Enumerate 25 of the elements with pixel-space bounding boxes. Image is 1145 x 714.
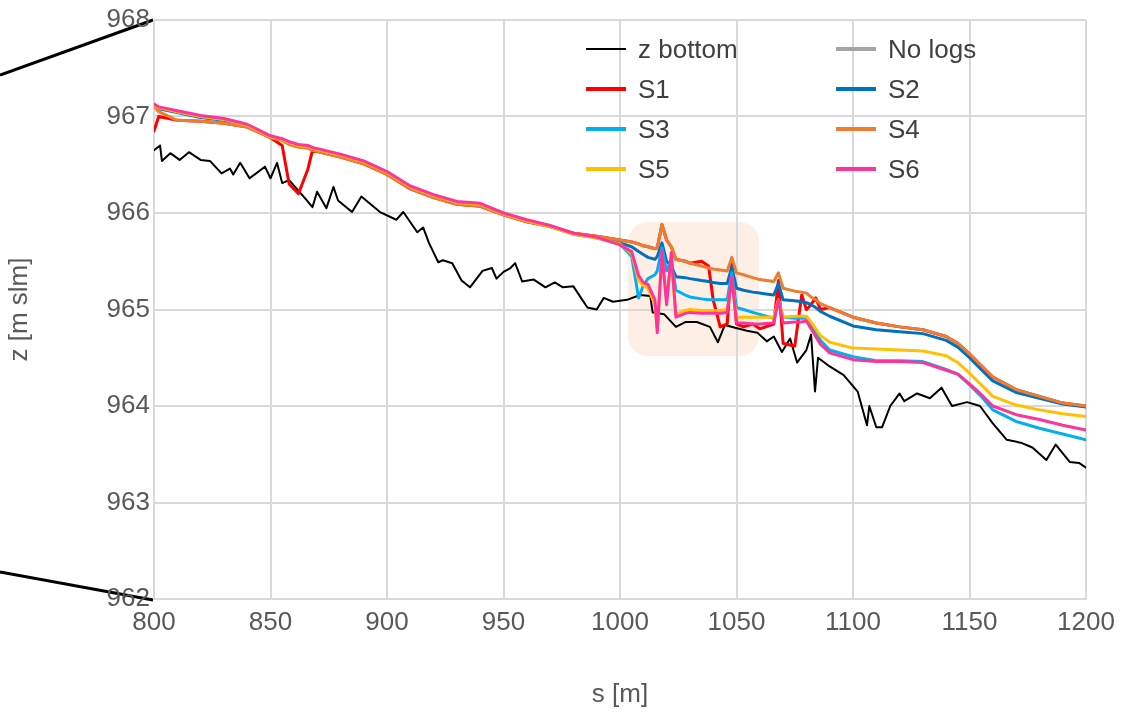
x-tick-label: 1000 [591, 605, 649, 636]
x-tick-label: 1200 [1057, 605, 1115, 636]
y-tick-label: 965 [106, 292, 150, 323]
legend-label: S3 [638, 113, 670, 145]
legend-label: S4 [888, 113, 920, 145]
legend-label: S1 [638, 73, 670, 105]
y-tick-label: 966 [106, 196, 150, 227]
x-tick-label: 1150 [941, 605, 998, 636]
legend-label: No logs [888, 33, 977, 65]
y-tick-label: 963 [106, 485, 150, 516]
x-tick-label: 1050 [707, 605, 766, 636]
y-tick-label: 964 [106, 389, 150, 420]
legend-label: z bottom [638, 33, 738, 65]
x-axis-title: s [m] [591, 677, 649, 708]
y-axis-title: z [m slm] [2, 257, 33, 362]
x-tick-label: 1100 [825, 605, 881, 636]
x-tick-label: 850 [248, 605, 293, 636]
x-tick-label: 900 [365, 605, 409, 636]
x-tick-label: 950 [481, 605, 526, 636]
y-tick-label: 968 [106, 3, 150, 34]
legend-label: S5 [638, 153, 670, 185]
legend-label: S2 [888, 73, 920, 105]
legend-label: S6 [888, 153, 920, 185]
y-tick-label: 967 [106, 99, 150, 130]
x-tick-label: 800 [132, 605, 176, 636]
